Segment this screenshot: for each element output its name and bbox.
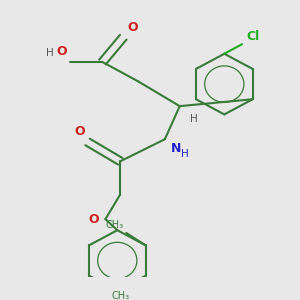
Text: O: O (57, 45, 68, 58)
Text: CH₃: CH₃ (111, 291, 129, 300)
Text: O: O (88, 213, 99, 226)
Text: H: H (46, 48, 53, 58)
Text: CH₃: CH₃ (105, 220, 123, 230)
Text: Cl: Cl (247, 30, 260, 43)
Text: N: N (171, 142, 181, 155)
Text: H: H (181, 149, 189, 159)
Text: O: O (74, 125, 85, 138)
Text: O: O (128, 22, 138, 34)
Text: H: H (190, 114, 198, 124)
